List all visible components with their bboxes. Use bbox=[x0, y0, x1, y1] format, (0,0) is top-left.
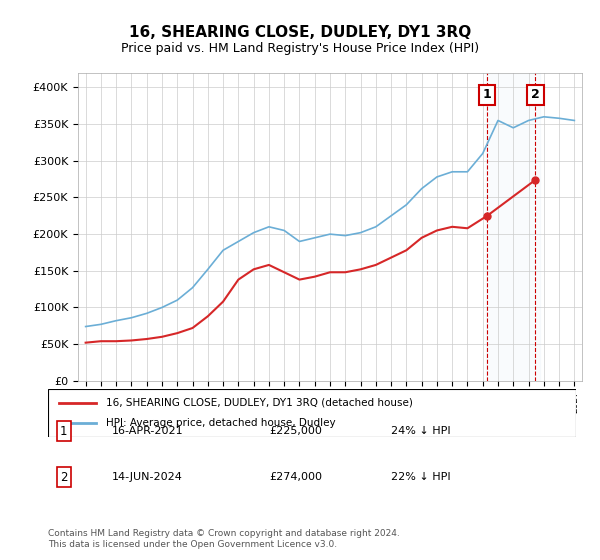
Text: 22% ↓ HPI: 22% ↓ HPI bbox=[391, 472, 451, 482]
Text: 14-JUN-2024: 14-JUN-2024 bbox=[112, 472, 182, 482]
Text: 1: 1 bbox=[60, 424, 68, 438]
Text: HPI: Average price, detached house, Dudley: HPI: Average price, detached house, Dudl… bbox=[106, 418, 336, 428]
Text: Contains HM Land Registry data © Crown copyright and database right 2024.
This d: Contains HM Land Registry data © Crown c… bbox=[48, 529, 400, 549]
Text: 2: 2 bbox=[60, 470, 68, 484]
Text: 24% ↓ HPI: 24% ↓ HPI bbox=[391, 426, 451, 436]
Text: 2: 2 bbox=[531, 88, 540, 101]
Text: 16, SHEARING CLOSE, DUDLEY, DY1 3RQ: 16, SHEARING CLOSE, DUDLEY, DY1 3RQ bbox=[129, 25, 471, 40]
FancyBboxPatch shape bbox=[48, 389, 576, 437]
Text: £274,000: £274,000 bbox=[270, 472, 323, 482]
Text: £225,000: £225,000 bbox=[270, 426, 323, 436]
Bar bbox=[485, 73, 540, 381]
Text: 1: 1 bbox=[483, 88, 491, 101]
Text: Price paid vs. HM Land Registry's House Price Index (HPI): Price paid vs. HM Land Registry's House … bbox=[121, 42, 479, 55]
Text: 16, SHEARING CLOSE, DUDLEY, DY1 3RQ (detached house): 16, SHEARING CLOSE, DUDLEY, DY1 3RQ (det… bbox=[106, 398, 413, 408]
Text: 16-APR-2021: 16-APR-2021 bbox=[112, 426, 183, 436]
